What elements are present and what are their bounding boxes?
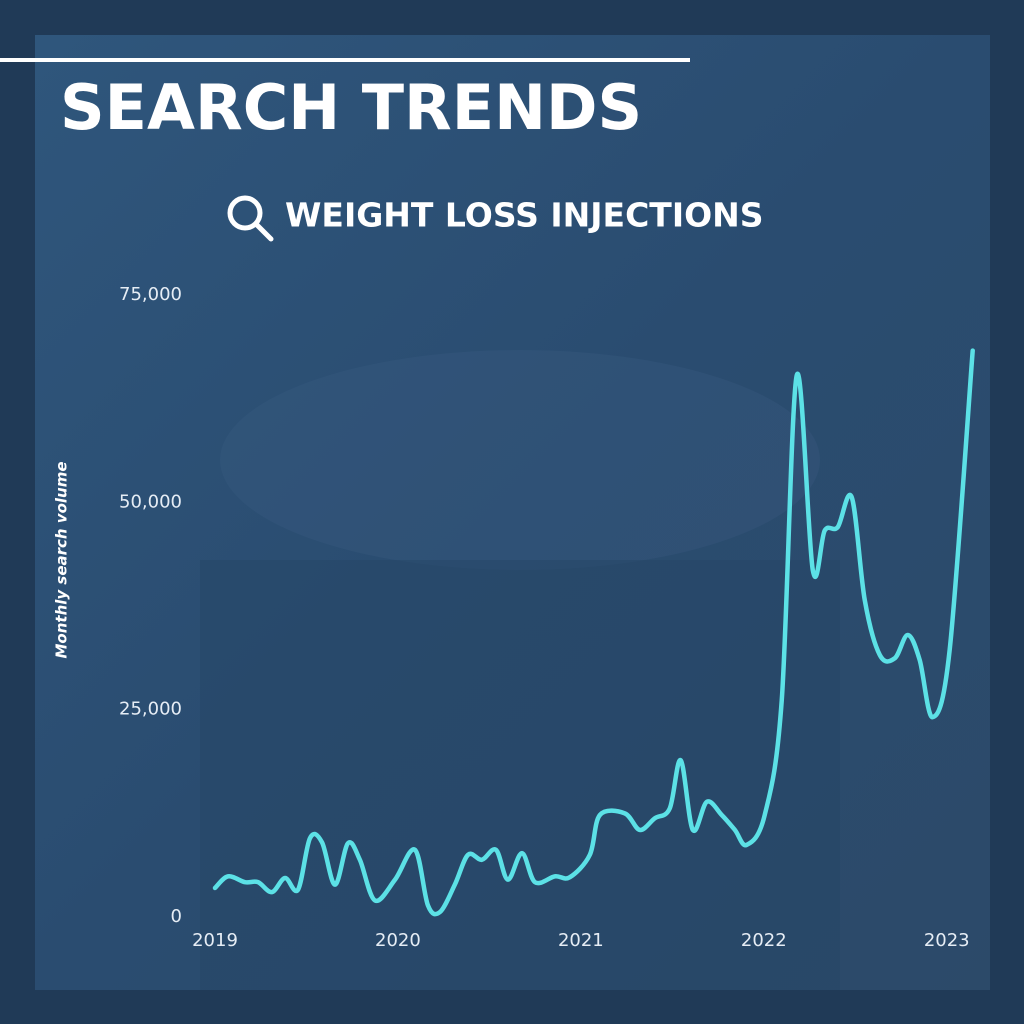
search-icon: [227, 195, 274, 242]
x-tick-label: 2022: [741, 930, 787, 951]
x-tick-label: 2020: [375, 930, 421, 951]
search-icon-lens: [227, 195, 263, 231]
y-tick-label: 50,000: [119, 491, 182, 512]
y-tick-label: 25,000: [119, 699, 182, 720]
chart-subtitle: WEIGHT LOSS INJECTIONS: [285, 196, 764, 235]
y-tick-label: 75,000: [119, 284, 182, 305]
y-axis-label: Monthly search volume: [53, 461, 71, 658]
photo-shape: [200, 560, 840, 990]
x-tick-label: 2021: [558, 930, 604, 951]
y-tick-label: 0: [171, 906, 182, 927]
search-icon-handle: [253, 221, 274, 242]
chart-title: SEARCH TRENDS: [60, 71, 642, 144]
x-tick-label: 2023: [924, 930, 970, 951]
photo-shape: [220, 350, 820, 570]
data-line: [212, 348, 975, 917]
x-tick-label: 2019: [192, 930, 238, 951]
